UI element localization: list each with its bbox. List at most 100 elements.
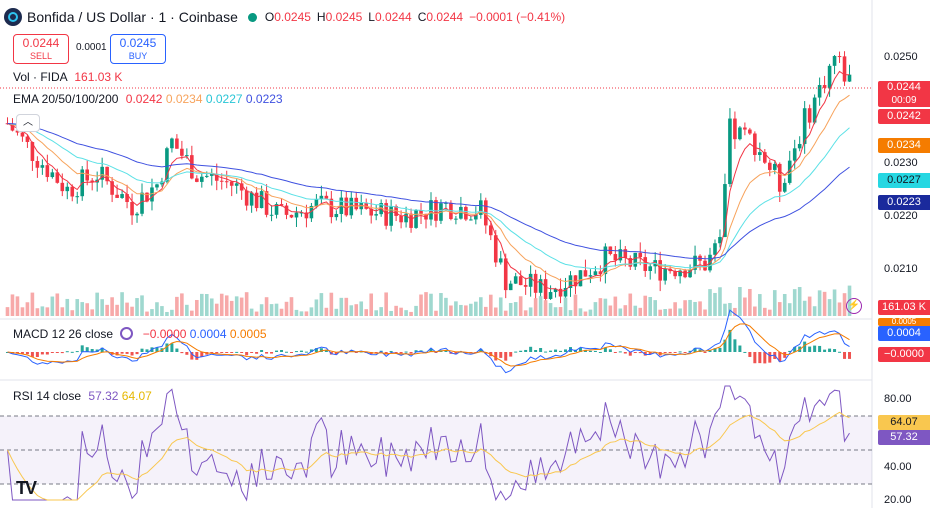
volume-bar <box>234 296 239 316</box>
rsi-value-tag: 57.32 <box>878 430 930 445</box>
candle-body <box>578 270 583 287</box>
candle-body <box>603 246 608 275</box>
lightning-bolt-icon[interactable]: ⚡ <box>846 298 862 314</box>
candle-body <box>409 213 413 228</box>
candle-body <box>454 218 458 220</box>
candle-body <box>817 85 822 98</box>
volume-bar <box>25 302 30 316</box>
volume-bar <box>314 299 319 316</box>
macd-histogram-bar <box>828 348 832 352</box>
symbol-title[interactable]: Bonfida / US Dollar · 1 · Coinbase <box>27 9 238 25</box>
candle-body <box>60 182 65 192</box>
volume-bar <box>449 305 453 316</box>
candle-body <box>145 192 149 202</box>
volume-bar <box>309 307 314 316</box>
candle-body <box>748 129 752 134</box>
ema-line <box>7 123 850 270</box>
volume-bar <box>698 301 702 316</box>
volume-bar <box>155 302 159 316</box>
volume-bar <box>633 305 638 316</box>
volume-bar <box>160 306 164 316</box>
candle-body <box>469 219 473 221</box>
candle-body <box>414 210 418 228</box>
sell-button[interactable]: 0.0244 SELL <box>13 34 69 64</box>
macd-histogram-bar <box>245 352 249 356</box>
volume-bar <box>344 297 349 316</box>
rsi-ma-tag: 64.07 <box>878 415 930 430</box>
candle-body <box>508 283 513 291</box>
volume-legend[interactable]: Vol · FIDA 161.03 K <box>13 70 122 84</box>
candle-body <box>354 197 359 210</box>
candle-body <box>733 118 737 140</box>
macd-histogram-bar <box>718 347 722 352</box>
volume-bar <box>743 297 747 316</box>
candle-body <box>185 155 189 157</box>
rsi-ma-legend-value: 64.07 <box>121 389 152 403</box>
ohlc-low: L0.0244 <box>368 10 412 24</box>
macd-histogram-bar <box>50 352 54 353</box>
ema200-price-tag: 0.0223 <box>878 195 930 210</box>
macd-histogram-bar <box>743 351 747 353</box>
volume-bar <box>165 311 169 316</box>
volume-bar <box>758 294 762 316</box>
candle-body <box>474 214 478 220</box>
volume-bar <box>598 298 603 316</box>
volume-bar <box>553 307 558 316</box>
candle-body <box>110 181 114 195</box>
macd-line-tag: 0.0004 <box>878 326 930 341</box>
candle-body <box>583 270 588 277</box>
candle-body <box>797 143 802 149</box>
candle-body <box>289 214 294 218</box>
macd-histogram-bar <box>603 347 607 352</box>
macd-histogram-bar <box>733 339 737 352</box>
rsi-legend[interactable]: RSI 14 close 57.32 64.07 <box>13 389 152 403</box>
candle-body <box>663 268 667 281</box>
ema200-legend-value: 0.0223 <box>245 92 283 106</box>
candle-body <box>842 56 847 82</box>
settings-gear-icon[interactable] <box>120 327 134 340</box>
tradingview-logo-icon[interactable]: TV <box>16 478 37 498</box>
volume-bar <box>653 300 657 316</box>
sell-label: SELL <box>29 51 53 61</box>
ema20-price-tag: 0.0242 <box>878 109 930 124</box>
candle-body <box>25 136 30 143</box>
candle-body <box>434 200 438 221</box>
macd-histogram-bar <box>115 352 119 356</box>
macd-histogram-bar <box>374 352 378 354</box>
macd-legend[interactable]: MACD 12 26 close −0.0000 0.0004 0.0005 <box>13 327 267 341</box>
candle-body <box>573 275 578 287</box>
macd-histogram-bar <box>40 352 44 355</box>
collapse-chevron-icon[interactable]: ︿ <box>16 114 40 132</box>
last-price-tag: 0.0244 00:09 <box>878 81 930 107</box>
volume-bar <box>723 303 727 316</box>
macd-histogram-bar <box>155 347 159 352</box>
candle-body <box>758 152 762 155</box>
candle-body <box>822 85 827 88</box>
candle-body <box>200 176 204 182</box>
candle-body <box>239 183 244 191</box>
macd-histogram-bar <box>583 349 587 352</box>
macd-histogram-bar <box>818 345 822 352</box>
macd-histogram-bar <box>429 348 433 352</box>
candle-body <box>399 215 403 223</box>
volume-bar <box>498 297 503 316</box>
candle-body <box>638 252 643 258</box>
candle-body <box>344 197 349 216</box>
ema-legend[interactable]: EMA 20/50/100/200 0.0242 0.0234 0.0227 0… <box>13 92 283 106</box>
candle-body <box>548 292 553 299</box>
volume-price-tag: 161.03 K <box>878 300 930 315</box>
volume-bar <box>503 310 508 316</box>
candle-body <box>10 123 15 131</box>
volume-bar <box>354 304 359 316</box>
volume-bar <box>369 293 374 316</box>
volume-bar <box>5 307 10 316</box>
buy-button[interactable]: 0.0245 BUY <box>110 34 166 64</box>
volume-bar <box>214 303 219 316</box>
candle-body <box>190 155 194 179</box>
macd-histogram-bar <box>648 352 652 355</box>
volume-bar <box>195 299 199 316</box>
rsi-legend-value: 57.32 <box>88 389 119 403</box>
volume-bar <box>100 299 104 316</box>
volume-bar <box>259 304 264 316</box>
